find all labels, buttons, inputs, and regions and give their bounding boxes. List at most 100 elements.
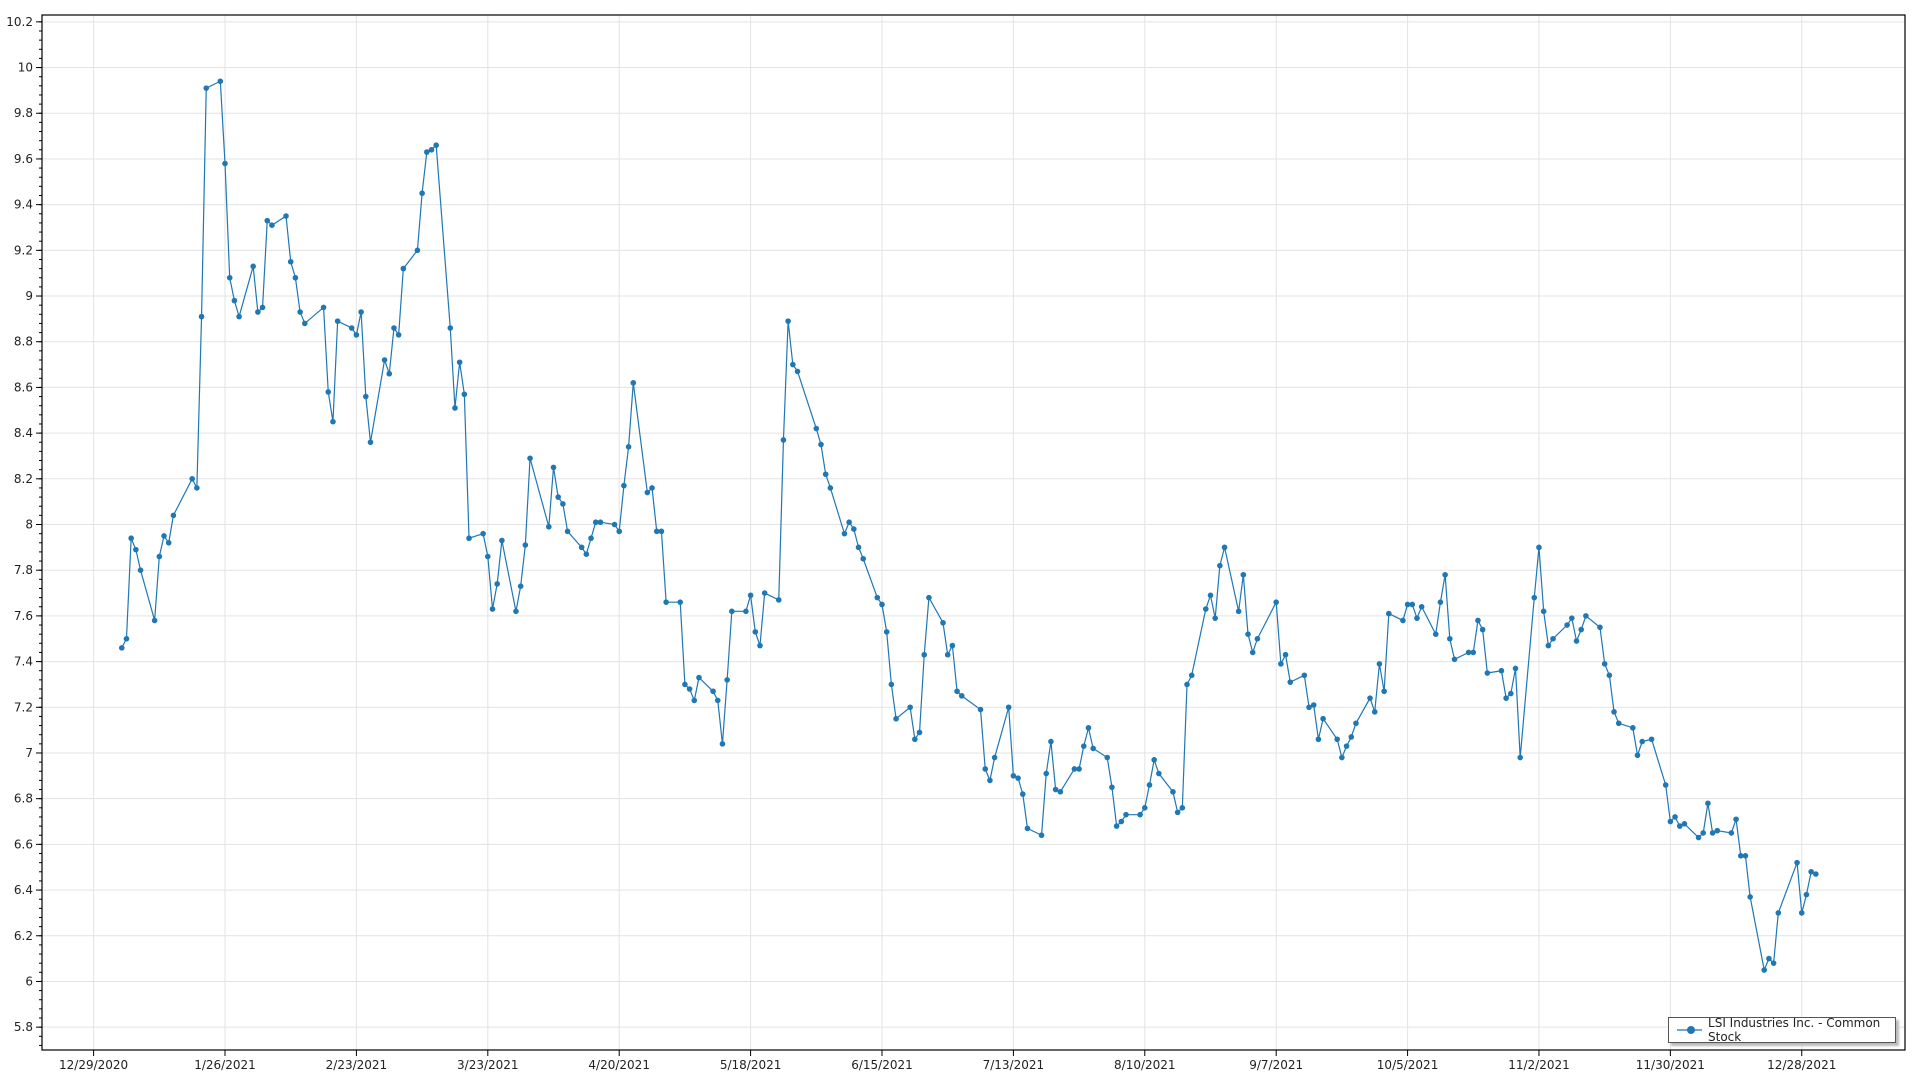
data-point [621, 482, 627, 489]
data-point [625, 444, 632, 450]
data-point [841, 530, 848, 537]
data-point [494, 581, 500, 587]
data-point [264, 217, 271, 224]
data-point [1512, 665, 1519, 672]
data-point [1700, 830, 1707, 836]
data-point [686, 686, 693, 692]
data-point [226, 274, 233, 281]
data-point [381, 357, 388, 363]
data-point [653, 528, 660, 535]
x-tick-label: 11/2/2021 [1508, 1058, 1570, 1072]
data-point [1803, 891, 1810, 898]
data-point [118, 645, 125, 651]
data-point [1315, 736, 1322, 743]
data-point [1432, 631, 1439, 637]
data-point [1573, 638, 1580, 644]
data-point [1010, 773, 1017, 779]
data-point [1578, 626, 1585, 633]
data-point [846, 519, 852, 526]
data-point [1418, 603, 1425, 610]
data-point [1597, 624, 1603, 631]
data-point [353, 332, 360, 338]
data-point [691, 697, 698, 704]
data-point [1667, 818, 1674, 825]
data-point [217, 78, 224, 85]
data-point [1536, 544, 1542, 551]
y-tick-label: 7 [25, 746, 33, 760]
data-point [1517, 754, 1523, 761]
data-point [1484, 670, 1491, 676]
data-point [1306, 704, 1312, 711]
data-point [428, 147, 435, 153]
data-point [1052, 786, 1059, 793]
y-tick-label: 8.4 [14, 426, 33, 440]
data-point [888, 681, 895, 688]
data-point [546, 523, 552, 530]
x-tick-label: 1/26/2021 [194, 1058, 256, 1072]
data-point [714, 697, 721, 704]
data-point [916, 729, 923, 736]
data-point [719, 741, 726, 747]
data-point [433, 142, 439, 149]
data-point [1151, 757, 1157, 763]
data-point [794, 368, 801, 375]
data-point [1090, 745, 1096, 752]
y-tick-label: 7.6 [14, 609, 33, 623]
data-point [611, 521, 618, 528]
data-point [616, 528, 623, 535]
data-point [1742, 852, 1749, 859]
y-tick-label: 7.4 [14, 655, 33, 669]
data-point [1273, 599, 1279, 605]
data-point [301, 320, 308, 327]
data-point [1076, 766, 1082, 772]
data-point [1320, 715, 1326, 722]
y-tick-label: 6.6 [14, 837, 33, 851]
data-point [485, 553, 491, 560]
data-point [1156, 770, 1162, 777]
data-point [724, 677, 730, 683]
data-point [447, 325, 454, 331]
data-point [1343, 743, 1350, 749]
data-point [1301, 672, 1308, 679]
data-point [1141, 805, 1148, 811]
data-point [879, 601, 885, 608]
data-point [367, 439, 374, 446]
data-point [757, 642, 763, 649]
data-point [1545, 642, 1552, 649]
x-tick-label: 6/15/2021 [851, 1058, 913, 1072]
y-tick-label: 9.2 [14, 243, 33, 257]
data-point [1728, 830, 1735, 836]
data-point [1531, 594, 1538, 601]
data-point [1184, 681, 1190, 688]
data-point [752, 629, 759, 635]
x-tick-label: 10/5/2021 [1377, 1058, 1439, 1072]
x-tick-label: 12/28/2021 [1767, 1058, 1836, 1072]
data-point [203, 85, 210, 91]
data-point [1282, 651, 1289, 658]
data-point [1447, 635, 1453, 642]
data-point [1381, 688, 1387, 695]
data-point [1798, 910, 1805, 916]
x-tick-label: 7/13/2021 [983, 1058, 1045, 1072]
data-point [1639, 738, 1646, 745]
data-point [991, 754, 998, 761]
y-tick-label: 9 [25, 289, 33, 303]
legend: LSI Industries Inc. - Common Stock [1668, 1016, 1896, 1044]
data-point [1503, 695, 1509, 701]
data-point [818, 441, 824, 448]
data-point [977, 706, 984, 713]
data-point [790, 361, 796, 368]
data-point [785, 318, 791, 324]
data-point [123, 635, 130, 642]
x-tick-label: 11/30/2021 [1636, 1058, 1705, 1072]
data-point [1761, 967, 1768, 973]
data-point [1254, 635, 1261, 642]
data-point [1217, 562, 1223, 569]
data-point [1705, 800, 1711, 807]
data-point [743, 608, 749, 615]
axes: 5.8 6 6.2 6.4 6.6 6.8 7 7.2 7.4 7.6 7.8 8 8.2 8.4 8.6 8… [6, 14, 1906, 1072]
data-point [527, 455, 533, 462]
data-point [330, 418, 336, 425]
y-tick-label: 9.8 [14, 106, 33, 120]
data-point [1123, 811, 1129, 818]
